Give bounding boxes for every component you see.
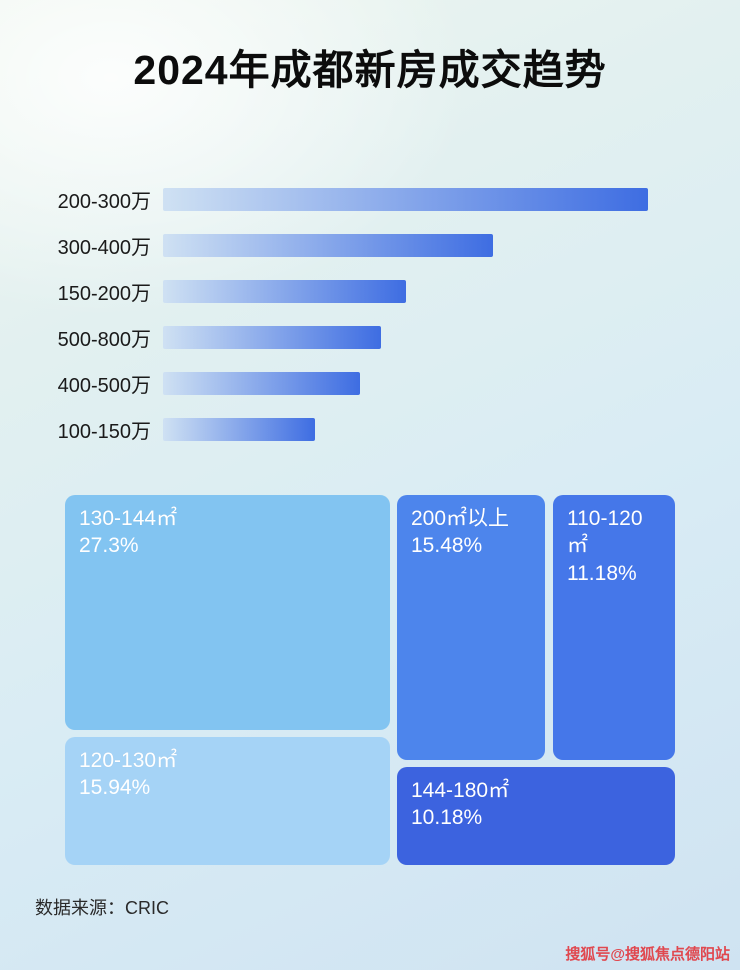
treemap-block-label: 144-180㎡ xyxy=(411,779,510,802)
bar-category-label: 200-300万 xyxy=(57,190,151,213)
bar-track xyxy=(163,417,665,441)
treemap-block-label: 120-130㎡ xyxy=(79,749,178,772)
area-share-treemap: 130-144㎡ 27.3% 120-130㎡ 15.94% 200㎡以上 15.48% 1… xyxy=(65,495,675,865)
treemap-block-percentage: 15.48% xyxy=(411,534,483,558)
treemap-block: 120-130㎡ 15.94% xyxy=(65,737,390,865)
bar xyxy=(163,325,381,349)
bar-track xyxy=(163,233,665,257)
bar-category-label: 400-500万 xyxy=(57,374,151,397)
bar-track xyxy=(163,325,665,349)
treemap-block: 110-120㎡ 11.18% xyxy=(553,495,675,760)
treemap-block-percentage: 10.18% xyxy=(411,806,483,830)
price-range-bar-chart: 200-300万 300-400万 150-200万 500-800万 400-500万… xyxy=(0,176,740,452)
bar-row: 100-150万 xyxy=(0,406,740,452)
bar xyxy=(163,187,648,211)
bar-track xyxy=(163,187,665,211)
bar-row: 200-300万 xyxy=(0,176,740,222)
treemap-block-percentage: 27.3% xyxy=(79,534,139,558)
data-source-label: 数据来源：CRIC xyxy=(35,898,169,918)
treemap-block-percentage: 15.94% xyxy=(79,776,151,800)
bar xyxy=(163,233,493,257)
bar-row: 300-400万 xyxy=(0,222,740,268)
bar-track xyxy=(163,279,665,303)
bar xyxy=(163,279,406,303)
treemap-block: 200㎡以上 15.48% xyxy=(397,495,545,760)
bar-row: 500-800万 xyxy=(0,314,740,360)
treemap-block-label: 130-144㎡ xyxy=(79,507,178,530)
treemap-block-percentage: 11.18% xyxy=(567,561,637,585)
bar-category-label: 150-200万 xyxy=(57,282,151,305)
treemap-block: 130-144㎡ 27.3% xyxy=(65,495,390,730)
bar-row: 400-500万 xyxy=(0,360,740,406)
bar-category-label: 300-400万 xyxy=(57,236,151,259)
treemap-block-label: 200㎡以上 xyxy=(411,507,510,530)
bar-category-label: 100-150万 xyxy=(57,420,151,443)
bar-row: 150-200万 xyxy=(0,268,740,314)
bar-category-label: 500-800万 xyxy=(57,328,151,351)
bar-track xyxy=(163,371,665,395)
page-title: 2024年成都新房成交趋势 xyxy=(133,47,607,93)
treemap-block-label: 110-120㎡ xyxy=(567,507,643,558)
bar xyxy=(163,371,360,395)
treemap-block: 144-180㎡ 10.18% xyxy=(397,767,675,865)
bar xyxy=(163,417,315,441)
watermark-text: 搜狐号@搜狐焦点德阳站 xyxy=(565,946,730,963)
